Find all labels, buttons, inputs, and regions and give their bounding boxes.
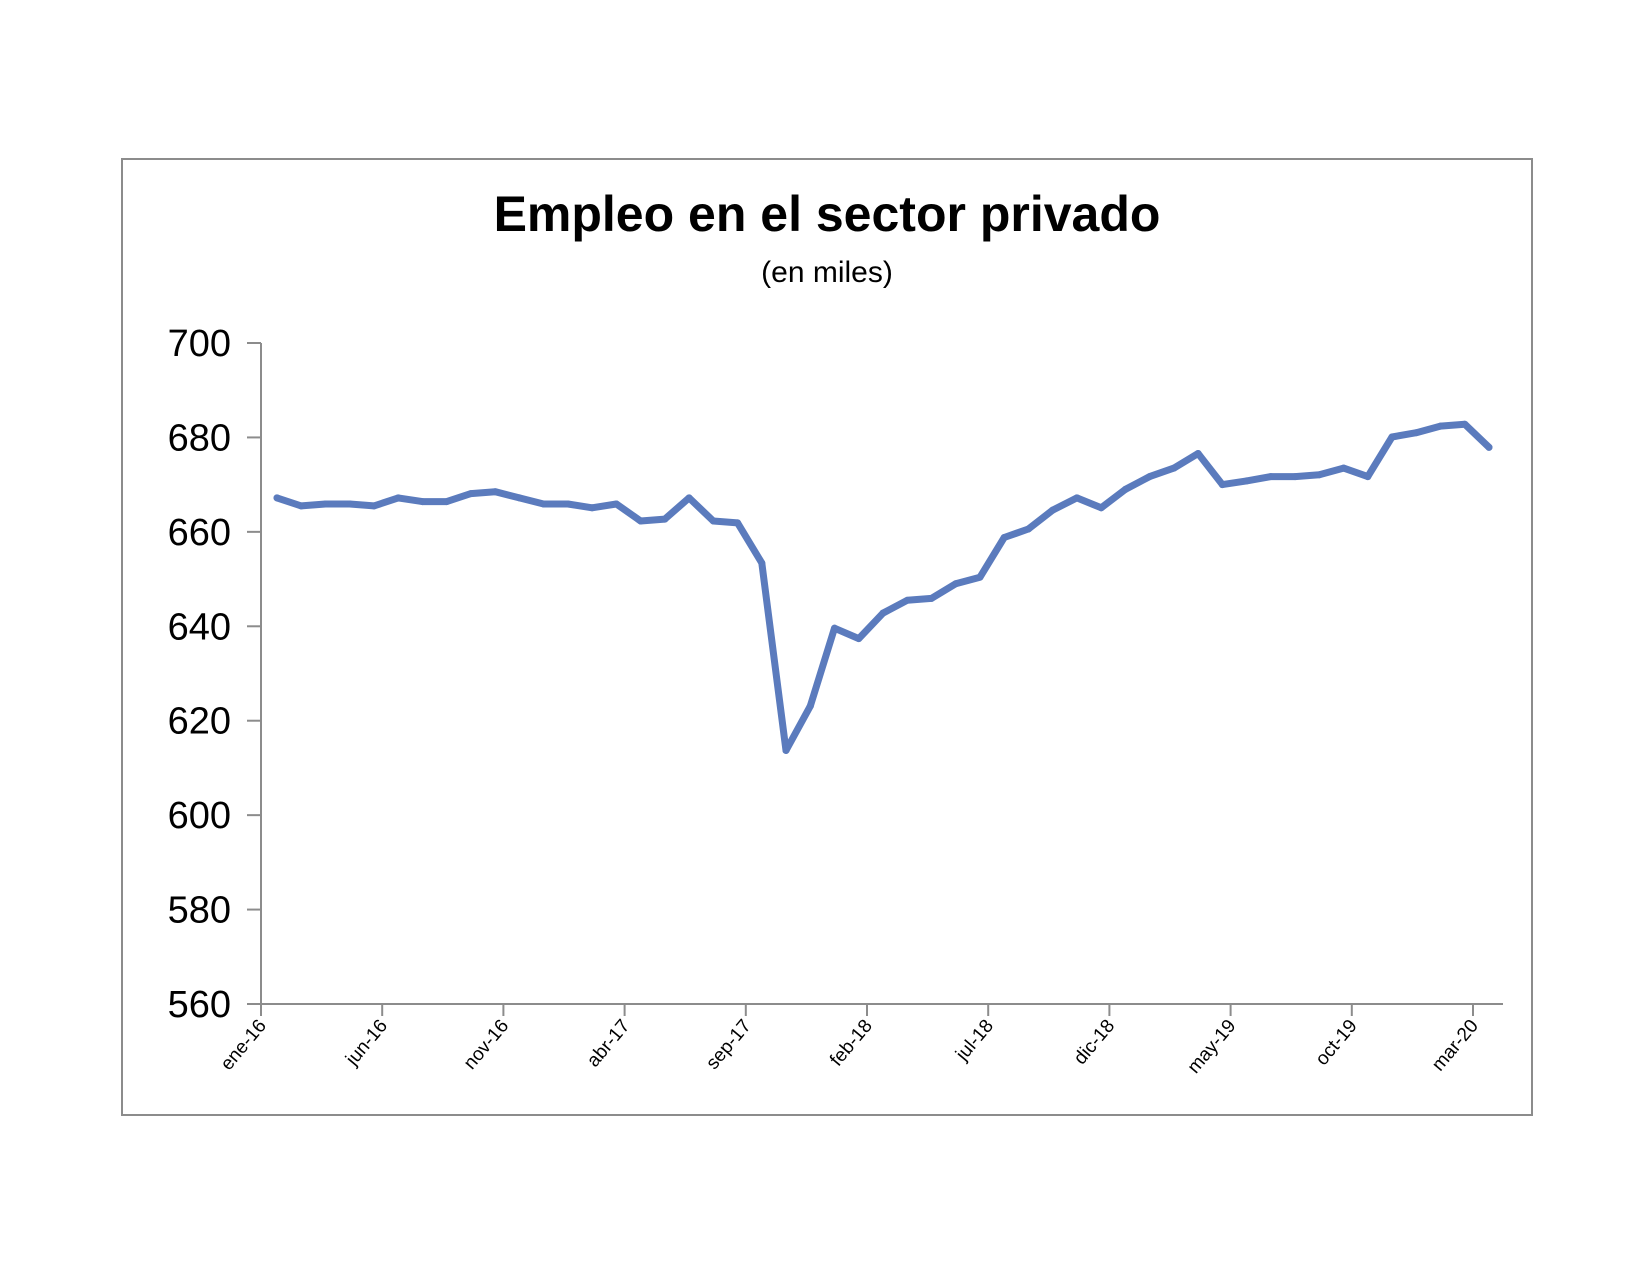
- data-point: [927, 594, 935, 602]
- data-point: [321, 500, 329, 508]
- x-axis: ene-16 jun-16 nov-16 abr-17 sep-17 feb-18 jul-…: [217, 1003, 1503, 1078]
- data-point: [1097, 504, 1105, 512]
- data-point: [685, 494, 693, 502]
- data-point: [588, 504, 596, 512]
- data-point: [1218, 481, 1226, 489]
- x-tick-label: sep-17: [702, 1016, 755, 1074]
- data-point: [831, 624, 839, 632]
- y-tick-label: 640: [168, 606, 231, 648]
- data-point: [1340, 464, 1348, 472]
- data-point: [879, 609, 887, 617]
- data-point: [515, 494, 523, 502]
- data-point: [661, 515, 669, 523]
- data-point: [1121, 485, 1129, 493]
- x-tick-label: feb-18: [826, 1016, 877, 1071]
- data-point: [709, 517, 717, 525]
- series-line: [273, 420, 1493, 754]
- data-point: [418, 498, 426, 506]
- y-tick-label: 560: [168, 984, 231, 1026]
- x-tick-label: abr-17: [583, 1016, 634, 1072]
- chart-frame: Empleo en el sector privado (en miles) 5…: [121, 158, 1533, 1116]
- data-point: [564, 500, 572, 508]
- x-tick-label: jul-18: [951, 1016, 998, 1066]
- data-point: [1049, 506, 1057, 514]
- data-point: [1243, 477, 1251, 485]
- y-tick-label: 580: [168, 890, 231, 932]
- data-point: [1412, 429, 1420, 437]
- data-point: [273, 494, 281, 502]
- data-point: [758, 559, 766, 567]
- data-point: [297, 502, 305, 510]
- data-point: [1024, 525, 1032, 533]
- data-point: [976, 573, 984, 581]
- data-point: [1485, 443, 1493, 451]
- data-point: [346, 500, 354, 508]
- data-point: [952, 580, 960, 588]
- data-point: [1437, 422, 1445, 430]
- data-point: [637, 517, 645, 525]
- data-point: [394, 494, 402, 502]
- data-point: [1146, 473, 1154, 481]
- y-tick-label: 680: [168, 417, 231, 459]
- data-point: [903, 596, 911, 604]
- x-tick-label: mar-20: [1428, 1016, 1483, 1076]
- chart-subtitle: (en miles): [761, 256, 893, 289]
- data-point: [1461, 420, 1469, 428]
- data-point: [1364, 473, 1372, 481]
- data-point: [1388, 433, 1396, 441]
- data-point: [1267, 473, 1275, 481]
- data-point: [491, 488, 499, 496]
- data-point: [443, 498, 451, 506]
- y-tick-label: 600: [168, 795, 231, 837]
- data-point: [782, 746, 790, 754]
- data-point: [1291, 473, 1299, 481]
- data-point: [467, 490, 475, 498]
- data-point: [1194, 449, 1202, 457]
- data-point: [1073, 494, 1081, 502]
- data-point: [1170, 464, 1178, 472]
- data-point: [1000, 534, 1008, 542]
- x-tick-label: dic-18: [1070, 1016, 1119, 1069]
- x-tick-label: nov-16: [460, 1016, 513, 1074]
- data-point: [370, 502, 378, 510]
- data-point: [612, 500, 620, 508]
- chart-title: Empleo en el sector privado: [493, 186, 1161, 242]
- x-tick-label: jun-16: [341, 1016, 392, 1071]
- y-tick-label: 660: [168, 512, 231, 554]
- data-point: [855, 635, 863, 643]
- series-layer: [273, 420, 1493, 754]
- y-axis: 560 580 600 620 640 660 680 700: [168, 323, 262, 1026]
- y-tick-label: 620: [168, 701, 231, 743]
- data-point: [1315, 471, 1323, 479]
- y-tick-label: 700: [168, 323, 231, 365]
- x-tick-label: oct-19: [1312, 1016, 1362, 1070]
- data-point: [806, 702, 814, 710]
- data-point: [540, 500, 548, 508]
- data-point: [734, 519, 742, 527]
- x-tick-label: may-19: [1184, 1016, 1241, 1078]
